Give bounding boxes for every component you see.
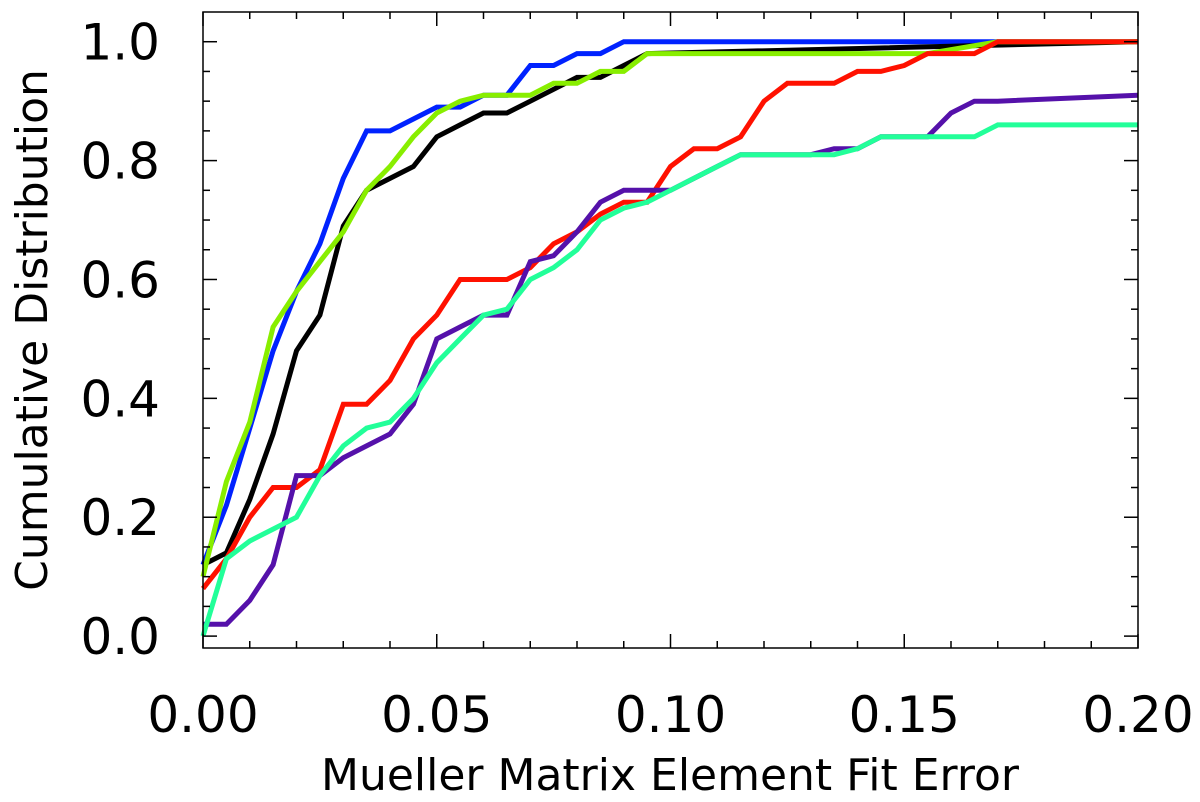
y-axis-label: Cumulative Distribution <box>7 69 58 591</box>
labels-layer: 0.00 0.05 0.10 0.15 0.20 0.0 0.2 0.4 0.6 0.8 1.0 <box>80 14 1193 744</box>
y-tick-label: 1.0 <box>80 14 160 72</box>
y-tick-label: 0.2 <box>80 489 160 547</box>
ticks-layer <box>202 12 1139 648</box>
series-layer <box>200 39 1139 637</box>
y-tick-label: 0.0 <box>80 608 160 666</box>
x-tick-label: 0.10 <box>615 686 726 744</box>
x-tick-label: 0.05 <box>381 686 492 744</box>
x-axis-label: Mueller Matrix Element Fit Error <box>321 750 1020 801</box>
y-tick-label: 0.4 <box>80 370 160 428</box>
x-tick-label: 0.20 <box>1082 686 1193 744</box>
series-line-4 <box>201 39 1138 591</box>
y-tick-label: 0.6 <box>80 251 160 309</box>
series-line-3 <box>200 39 1138 578</box>
y-tick-label: 0.8 <box>80 133 160 191</box>
x-tick-label: 0.00 <box>147 686 258 744</box>
series-line-2 <box>201 39 1139 568</box>
series-line-1 <box>200 39 1138 566</box>
plot-frame <box>202 11 1139 649</box>
series-line-6 <box>200 122 1138 637</box>
x-tick-label: 0.15 <box>849 686 960 744</box>
